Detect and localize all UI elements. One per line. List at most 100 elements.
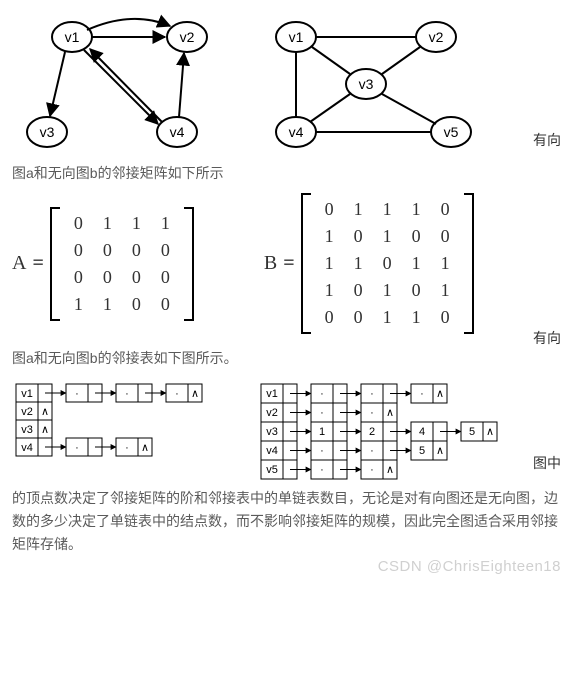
matrix-cell: 1 [383, 280, 392, 301]
svg-text:·: · [370, 388, 374, 400]
matrix-cell: 0 [74, 213, 83, 234]
matrix-cell: 1 [412, 199, 421, 220]
matrix-cell: 1 [103, 213, 112, 234]
matrix-cell: 0 [354, 307, 363, 328]
graphs-row: 有向 v1 v2 v3 v4 [12, 12, 561, 157]
svg-text:1: 1 [319, 426, 325, 438]
matrix-cell: 1 [354, 199, 363, 220]
matrix-cell: 1 [161, 213, 170, 234]
svg-text:∧: ∧ [41, 406, 49, 418]
body-paragraph: 的顶点数决定了邻接矩阵的阶和邻接表中的单链表数目，无论是对有向图还是无向图，边数… [12, 487, 561, 556]
svg-text:∧: ∧ [41, 424, 49, 436]
svg-text:·: · [320, 388, 324, 400]
matrix-cell: 0 [441, 307, 450, 328]
graph-b: v1 v2 v3 v4 v5 [256, 12, 486, 157]
matrix-cell: 0 [74, 240, 83, 261]
svg-text:v1: v1 [21, 388, 33, 400]
matrix-cell: 1 [325, 226, 334, 247]
svg-text:∧: ∧ [436, 388, 444, 400]
svg-text:v1: v1 [266, 388, 278, 400]
svg-text:v4: v4 [21, 442, 33, 454]
svg-text:·: · [125, 442, 129, 454]
svg-text:v4: v4 [266, 445, 278, 457]
matrix-cell: 0 [325, 199, 334, 220]
svg-text:·: · [320, 407, 324, 419]
graph-b-v2: v2 [429, 29, 444, 45]
matrix-cell: 0 [74, 267, 83, 288]
matrix-cell: 0 [103, 267, 112, 288]
svg-text:·: · [175, 388, 179, 400]
watermark: CSDN @ChrisEighteen18 [12, 558, 561, 575]
matrix-cell: 0 [325, 307, 334, 328]
matrix-cell: 0 [103, 240, 112, 261]
matrix-a-label: A [12, 252, 26, 275]
adjlist-b: v1 · · · ∧ v2 · · ∧ v3 1 2 4 5 ∧ v4 · · 5 ∧ v5 · · ∧ [257, 378, 557, 483]
matrix-cell: 0 [161, 267, 170, 288]
svg-text:v2: v2 [266, 407, 278, 419]
matrix-cell: 0 [161, 294, 170, 315]
matrix-cell: 1 [383, 199, 392, 220]
matrix-cell: 1 [74, 294, 83, 315]
svg-text:2: 2 [369, 426, 375, 438]
svg-text:·: · [75, 388, 79, 400]
graph-b-v5: v5 [444, 124, 459, 140]
matrix-cell: 0 [383, 253, 392, 274]
matrix-cell: 1 [383, 307, 392, 328]
svg-text:4: 4 [419, 426, 425, 438]
graph-a-v1: v1 [65, 29, 80, 45]
matrix-cell: 1 [103, 294, 112, 315]
graph-b-v4: v4 [289, 124, 304, 140]
graph-a-v4: v4 [170, 124, 185, 140]
svg-text:·: · [370, 407, 374, 419]
svg-text:v3: v3 [266, 426, 278, 438]
graph-a: v1 v2 v3 v4 [12, 12, 222, 157]
matrix-b: B= 0111010100110111010100110 [264, 193, 474, 334]
matrix-cell: 0 [412, 280, 421, 301]
matrix-a: A= 0111000000001100 [12, 207, 194, 321]
matrix-b-label: B [264, 252, 277, 275]
matrix-cell: 1 [132, 213, 141, 234]
adjlists-row: 图中 v1···∧v2∧v3∧v4··∧ v1···∧v2··∧v31245∧v… [12, 378, 561, 483]
svg-text:∧: ∧ [386, 407, 394, 419]
svg-text:·: · [75, 442, 79, 454]
matrix-cell: 1 [354, 253, 363, 274]
matrix-cell: 1 [412, 253, 421, 274]
svg-text:∧: ∧ [386, 464, 394, 476]
matrix-cell: 1 [412, 307, 421, 328]
graph-a-v3: v3 [40, 124, 55, 140]
svg-text:·: · [370, 445, 374, 457]
matrix-cell: 1 [325, 280, 334, 301]
svg-text:∧: ∧ [191, 388, 199, 400]
matrices-row: 有向 A= 0111000000001100 B= 01110101001101… [12, 193, 561, 334]
matrix-cell: 1 [325, 253, 334, 274]
svg-text:·: · [320, 464, 324, 476]
svg-text:5: 5 [419, 445, 425, 457]
side-label-top: 有向 [533, 130, 561, 150]
graph-b-v3: v3 [359, 76, 374, 92]
adjlist-a: v1 · · · ∧ v2 ∧ v3 ∧ v4 · · ∧ [12, 378, 227, 473]
svg-text:v5: v5 [266, 464, 278, 476]
matrix-cell: 0 [441, 199, 450, 220]
svg-text:∧: ∧ [486, 426, 494, 438]
matrix-cell: 0 [354, 280, 363, 301]
matrix-cell: 0 [354, 226, 363, 247]
svg-text:5: 5 [469, 426, 475, 438]
svg-text:v2: v2 [21, 406, 33, 418]
matrix-cell: 0 [412, 226, 421, 247]
svg-text:∧: ∧ [436, 445, 444, 457]
graph-b-v1: v1 [289, 29, 304, 45]
matrix-cell: 0 [132, 294, 141, 315]
matrix-cell: 0 [161, 240, 170, 261]
matrix-cell: 0 [132, 240, 141, 261]
caption-matrices: 图a和无向图b的邻接矩阵如下所示 [12, 163, 561, 183]
svg-text:·: · [370, 464, 374, 476]
matrix-cell: 1 [441, 280, 450, 301]
matrix-cell: 0 [441, 226, 450, 247]
graph-a-v2: v2 [180, 29, 195, 45]
svg-text:·: · [125, 388, 129, 400]
svg-text:∧: ∧ [141, 442, 149, 454]
svg-text:v3: v3 [21, 424, 33, 436]
svg-text:·: · [320, 445, 324, 457]
svg-text:·: · [420, 388, 424, 400]
matrix-cell: 0 [132, 267, 141, 288]
